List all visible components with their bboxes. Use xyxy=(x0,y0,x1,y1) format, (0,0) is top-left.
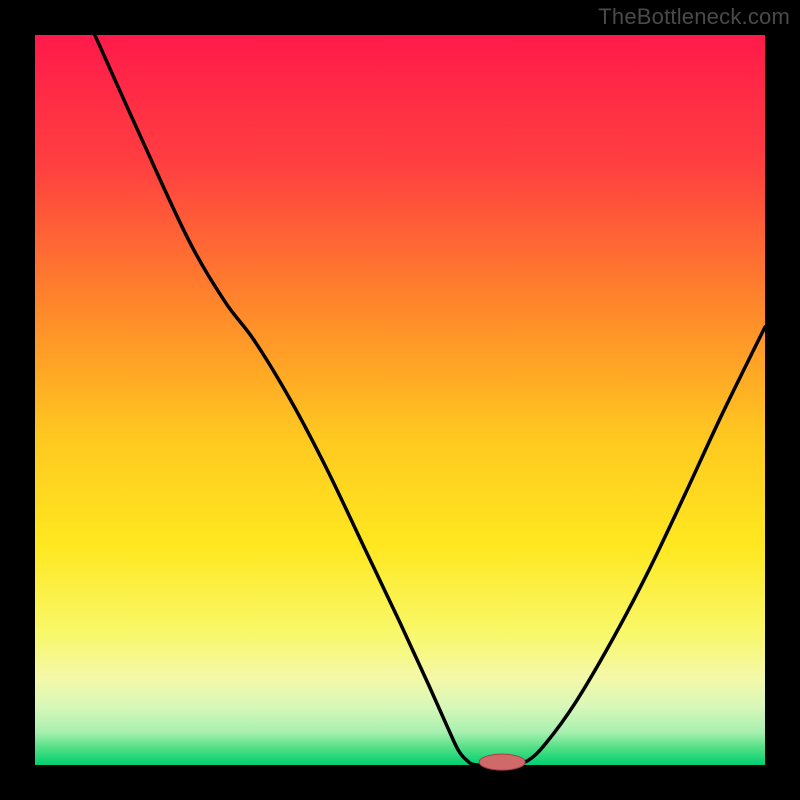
watermark-label: TheBottleneck.com xyxy=(598,4,790,30)
chart-canvas xyxy=(0,0,800,800)
bottleneck-chart: TheBottleneck.com xyxy=(0,0,800,800)
optimal-marker xyxy=(479,754,525,770)
